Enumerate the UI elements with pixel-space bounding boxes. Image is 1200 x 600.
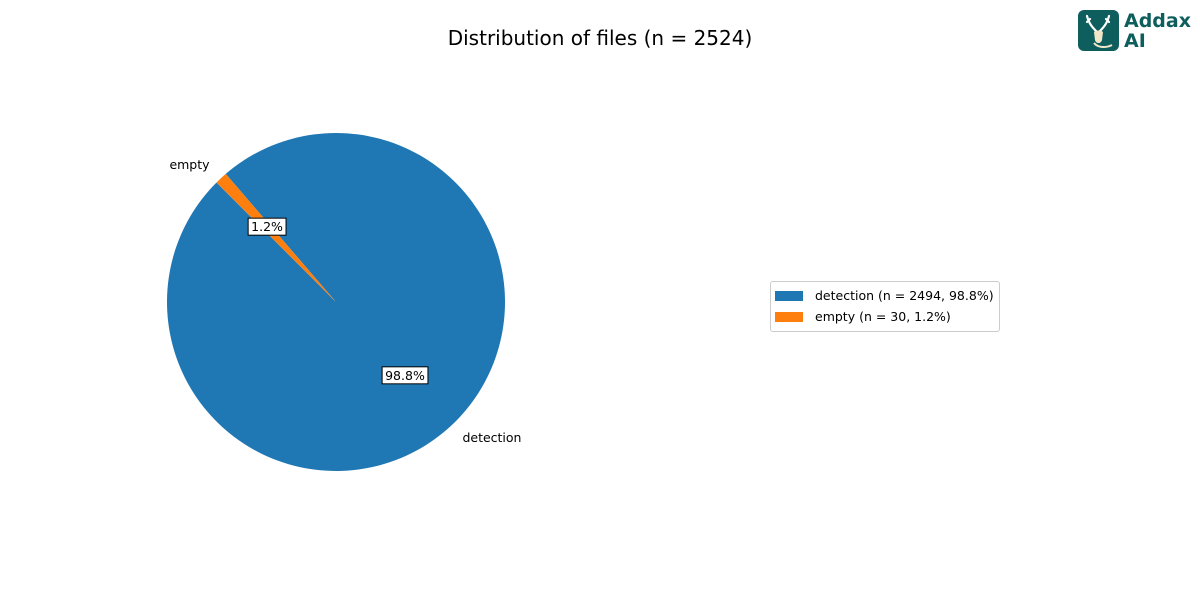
pie-label-detection: detection bbox=[462, 430, 521, 445]
logo-text-line2: AI bbox=[1124, 29, 1146, 52]
deer-logo-icon bbox=[1078, 10, 1119, 51]
logo-text: Addax AI bbox=[1124, 11, 1191, 51]
addax-ai-logo: Addax AI bbox=[1078, 10, 1191, 51]
logo-text-line1: Addax bbox=[1124, 9, 1191, 32]
pct-box-empty bbox=[247, 217, 287, 236]
chart-legend: detection (n = 2494, 98.8%) empty (n = 3… bbox=[770, 281, 1000, 332]
legend-item-detection: detection (n = 2494, 98.8%) bbox=[775, 285, 994, 306]
chart-title: Distribution of files (n = 2524) bbox=[447, 26, 753, 50]
pie-label-empty: empty bbox=[169, 157, 210, 172]
legend-label-empty: empty (n = 30, 1.2%) bbox=[815, 309, 951, 324]
pct-label-empty: 1.2% bbox=[247, 217, 287, 236]
pie-slice-detection bbox=[166, 133, 505, 472]
pct-box-detection bbox=[381, 366, 429, 385]
legend-swatch-empty bbox=[775, 311, 803, 322]
pct-label-detection: 98.8% bbox=[381, 366, 429, 385]
pie-slice-empty bbox=[216, 173, 336, 302]
legend-swatch-detection bbox=[775, 290, 803, 301]
legend-item-empty: empty (n = 30, 1.2%) bbox=[775, 306, 994, 327]
legend-label-detection: detection (n = 2494, 98.8%) bbox=[815, 288, 994, 303]
pct-text-empty: 1.2% bbox=[251, 219, 283, 234]
pct-text-detection: 98.8% bbox=[385, 368, 425, 383]
